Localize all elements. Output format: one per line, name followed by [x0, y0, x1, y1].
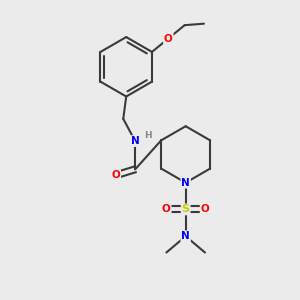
Text: O: O — [201, 204, 209, 214]
Text: N: N — [181, 231, 190, 241]
Text: S: S — [182, 204, 190, 214]
Text: O: O — [111, 170, 120, 180]
Text: O: O — [164, 34, 173, 44]
Text: H: H — [144, 131, 152, 140]
Text: O: O — [162, 204, 171, 214]
Text: N: N — [181, 178, 190, 188]
Text: N: N — [131, 136, 140, 146]
